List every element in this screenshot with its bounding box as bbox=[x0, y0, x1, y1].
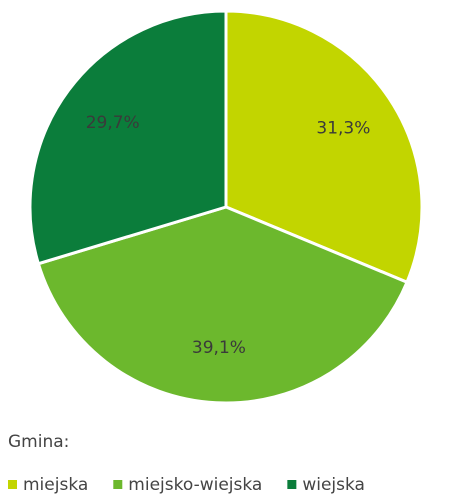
legend-label: wiejska bbox=[302, 475, 365, 495]
pie-slice bbox=[28, 9, 228, 266]
legend: miejska miejsko-wiejska wiejska bbox=[8, 475, 365, 495]
legend-title: Gmina: bbox=[8, 432, 69, 452]
data-label: 31,3% bbox=[316, 119, 370, 139]
legend-swatch bbox=[113, 480, 123, 489]
pie-slice bbox=[36, 205, 409, 405]
pie: 31,3% 39,1% 29,7% bbox=[28, 9, 424, 405]
data-label: 29,7% bbox=[86, 113, 140, 133]
legend-swatch bbox=[8, 480, 17, 489]
legend-label: miejska bbox=[23, 475, 88, 495]
pie-slice bbox=[224, 9, 424, 285]
legend-swatch bbox=[287, 480, 297, 489]
data-label: 39,1% bbox=[192, 338, 246, 358]
legend-label: miejsko-wiejska bbox=[128, 475, 262, 495]
